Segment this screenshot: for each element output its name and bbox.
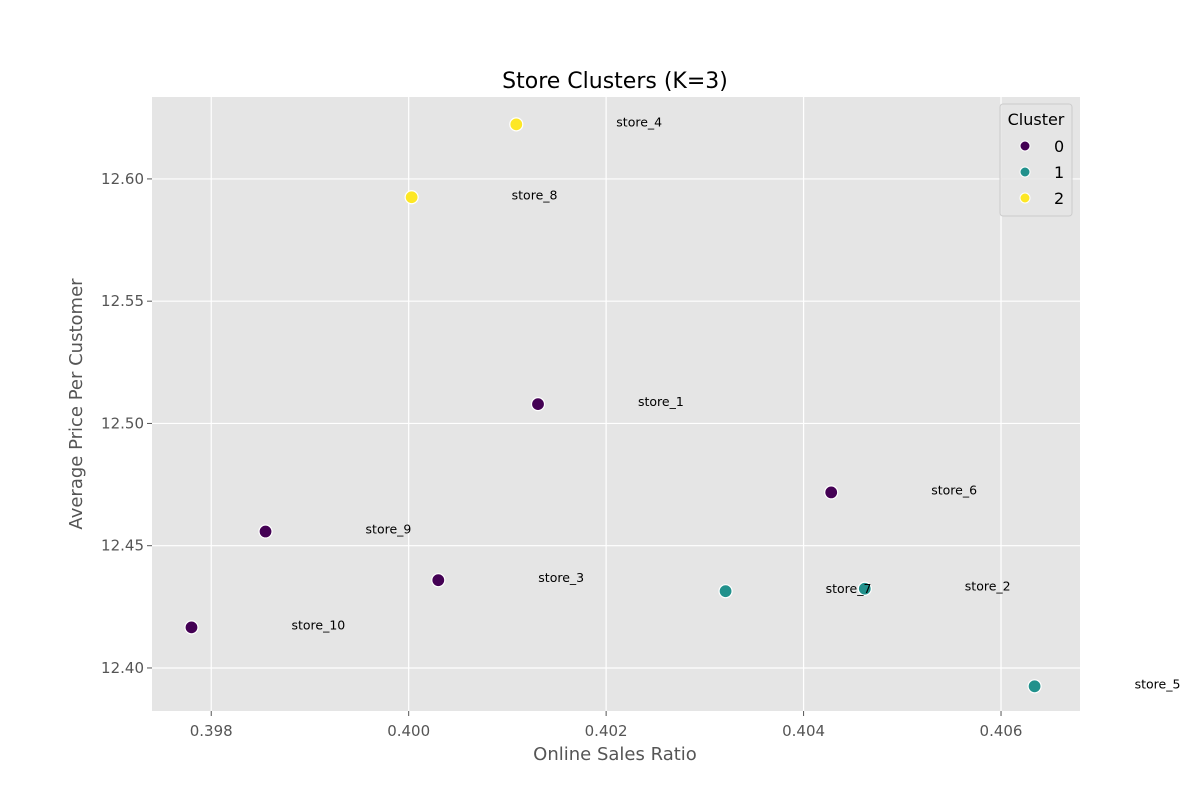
y-tick-label: 12.45 [101,537,144,555]
plot-area [152,97,1080,711]
data-point [258,524,273,539]
point-label: store_4 [616,114,662,129]
grid-lines [152,97,1080,711]
point-labels: store_1 store_2 store_3 store_4 store_5 store… [291,114,1180,691]
legend-marker [1019,140,1031,152]
legend-entry-label: 0 [1054,137,1064,156]
point-label: store_3 [538,570,584,585]
y-tick-label: 12.60 [101,170,144,188]
data-point [857,581,872,596]
x-tick-label: 0.400 [387,722,430,740]
point-label: store_6 [931,482,977,497]
legend-marker [1019,192,1031,204]
point-label: store_1 [638,394,684,409]
data-point [509,117,524,132]
point-label: store_7 [826,581,872,596]
point-label: store_9 [366,522,412,537]
data-point [404,190,419,205]
x-axis-label: Online Sales Ratio [533,744,697,765]
data-point [530,397,546,412]
data-point [718,584,733,599]
point-label: store_10 [291,617,345,632]
y-axis-label: Average Price Per Customer [66,278,87,530]
point-label: store_2 [965,579,1011,594]
point-label: store_8 [512,187,558,202]
y-tick-label: 12.50 [101,414,144,432]
x-tick-label: 0.406 [980,722,1023,740]
data-point [1027,679,1042,694]
data-point [184,620,199,635]
x-tick-label: 0.404 [782,722,825,740]
legend-entry-label: 2 [1054,189,1064,208]
legend-box [999,103,1073,217]
legend-title: Cluster [1008,110,1065,129]
point-label: store_5 [1135,676,1181,691]
x-tick-label: 0.398 [190,722,233,740]
y-tick-label: 12.55 [101,292,144,310]
data-point [824,485,839,500]
y-tick-label: 12.40 [101,659,144,677]
x-tick-label: 0.402 [585,722,628,740]
axis-ticks: 0.398 0.400 0.402 0.404 0.406 12.40 12.45 12.50… [101,170,1022,740]
data-points [184,117,1042,694]
legend-entry-label: 1 [1054,163,1064,182]
chart-title: Store Clusters (K=3) [502,69,728,94]
data-point [431,573,446,588]
legend-marker [1019,166,1031,178]
legend: Cluster 0 1 2 [999,103,1073,217]
